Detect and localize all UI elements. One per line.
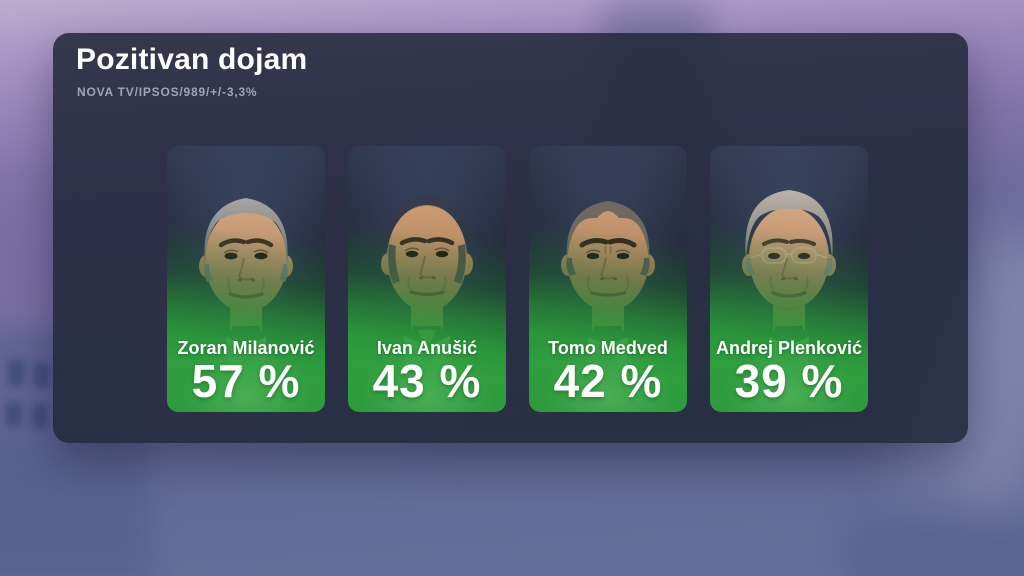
candidate-card-ivan-anusic: Ivan Anušić 43 %: [348, 146, 506, 412]
candidate-percentage: 57 %: [191, 355, 301, 407]
background-shadow: [850, 520, 1024, 576]
candidate-card-zoran-milanovic: Zoran Milanović 57 %: [167, 146, 325, 412]
background-window: [6, 402, 22, 426]
candidate-name: Andrej Plenković: [715, 338, 863, 358]
background-window: [34, 362, 50, 388]
green-gradient-overlay: [167, 146, 325, 412]
candidate-card-tomo-medved: Tomo Medved 42 %: [529, 146, 687, 412]
poll-source: NOVA TV/IPSOS/989/+/-3,3%: [77, 85, 258, 99]
candidate-percentage: 39 %: [734, 355, 844, 407]
page-title: Pozitivan dojam: [76, 43, 308, 76]
green-gradient-overlay: [529, 146, 687, 412]
background-window: [32, 404, 48, 428]
background-window: [8, 360, 24, 386]
poll-panel: Pozitivan dojam NOVA TV/IPSOS/989/+/-3,3…: [53, 33, 968, 443]
candidate-percentage: 42 %: [553, 355, 663, 407]
candidate-percentage: 43 %: [372, 355, 482, 407]
candidate-cards: Zoran Milanović 57 %: [167, 146, 868, 412]
candidate-name: Tomo Medved: [548, 338, 668, 358]
green-gradient-overlay: [710, 146, 868, 412]
green-gradient-overlay: [348, 146, 506, 412]
candidate-name: Zoran Milanović: [177, 338, 315, 358]
candidate-name: Ivan Anušić: [376, 338, 478, 358]
candidate-card-andrej-plenkovic: Andrej Plenković 39 %: [710, 146, 868, 412]
